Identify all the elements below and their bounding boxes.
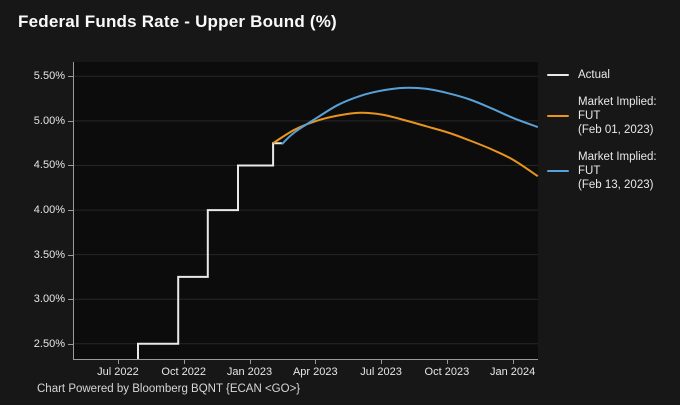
actual-line-swatch bbox=[547, 74, 569, 76]
y-tick-mark bbox=[68, 254, 73, 256]
chart-plot-area bbox=[73, 62, 539, 360]
powered-by-text: Chart Powered by Bloomberg BQNT {ECAN <G… bbox=[37, 383, 301, 395]
feb01-series-line bbox=[272, 111, 539, 178]
x-tick-label: Jan 2024 bbox=[490, 366, 536, 378]
x-tick-mark bbox=[315, 360, 317, 364]
y-tick-mark bbox=[68, 343, 73, 345]
x-tick-mark bbox=[117, 360, 119, 364]
x-tick-label: Jan 2023 bbox=[226, 366, 273, 378]
page-title: Federal Funds Rate - Upper Bound (%) bbox=[18, 12, 337, 31]
y-tick-mark bbox=[68, 76, 73, 78]
actual-series-line bbox=[137, 142, 282, 359]
y-tick-label: 3.00% bbox=[33, 293, 65, 306]
y-tick-mark bbox=[68, 120, 73, 122]
x-tick-label: Jul 2022 bbox=[97, 366, 139, 378]
legend-label-line: (Feb 13, 2023) bbox=[578, 179, 654, 191]
legend-label-feb13: Market Implied: FUT (Feb 13, 2023) bbox=[578, 150, 677, 192]
x-tick-mark bbox=[183, 360, 185, 364]
y-tick-mark bbox=[68, 165, 73, 167]
feb13-line-swatch bbox=[547, 170, 569, 172]
y-tick-mark bbox=[68, 299, 73, 301]
legend-label-line: Actual bbox=[578, 69, 610, 81]
y-tick-mark bbox=[68, 210, 73, 212]
chart-svg bbox=[74, 75, 539, 359]
legend-label-line: (Feb 01, 2023) bbox=[578, 124, 654, 136]
x-tick-label: Oct 2022 bbox=[161, 366, 207, 378]
legend-item-actual: Actual bbox=[547, 68, 677, 82]
legend-label-line: Market Implied: FUT bbox=[578, 96, 657, 122]
y-tick-label: 4.50% bbox=[33, 159, 65, 172]
y-tick-label: 5.00% bbox=[33, 114, 65, 127]
legend-label-line: Market Implied: FUT bbox=[578, 151, 657, 177]
y-tick-label: 4.00% bbox=[33, 204, 65, 217]
legend-label-actual: Actual bbox=[578, 68, 610, 82]
legend-label-feb01: Market Implied: FUT (Feb 01, 2023) bbox=[578, 95, 677, 137]
x-tick-mark bbox=[446, 360, 448, 364]
y-tick-label: 3.50% bbox=[33, 248, 65, 261]
x-tick-label: Jul 2023 bbox=[360, 366, 402, 378]
chart-legend: Actual Market Implied: FUT (Feb 01, 2023… bbox=[547, 68, 677, 192]
y-tick-label: 5.50% bbox=[33, 70, 65, 83]
legend-item-feb13: Market Implied: FUT (Feb 13, 2023) bbox=[547, 150, 677, 192]
x-tick-label: Apr 2023 bbox=[292, 366, 338, 378]
feb13-series-line bbox=[281, 86, 539, 145]
x-tick-mark bbox=[381, 360, 383, 364]
legend-item-feb01: Market Implied: FUT (Feb 01, 2023) bbox=[547, 95, 677, 137]
x-tick-label: Oct 2023 bbox=[424, 366, 470, 378]
x-tick-mark bbox=[512, 360, 514, 364]
y-tick-label: 2.50% bbox=[33, 337, 65, 350]
x-tick-mark bbox=[249, 360, 251, 364]
feb01-line-swatch bbox=[547, 115, 569, 117]
